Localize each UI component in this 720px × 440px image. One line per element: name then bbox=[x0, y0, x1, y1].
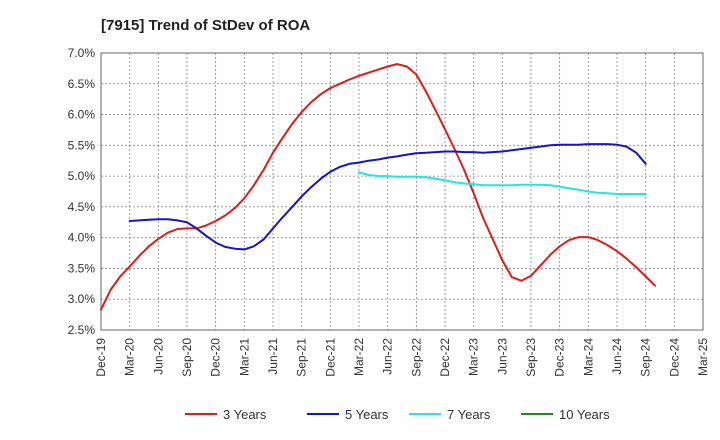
x-tick-label: Sep-20 bbox=[180, 338, 194, 377]
y-tick-label: 4.5% bbox=[68, 200, 96, 214]
x-tick-label: Dec-21 bbox=[323, 338, 337, 377]
chart-title: [7915] Trend of StDev of ROA bbox=[101, 17, 310, 34]
legend-label: 10 Years bbox=[559, 407, 610, 422]
y-tick-label: 5.5% bbox=[68, 138, 96, 152]
x-tick-label: Jun-24 bbox=[610, 338, 624, 375]
x-tick-label: Mar-22 bbox=[352, 338, 366, 376]
legend-label: 3 Years bbox=[223, 407, 267, 422]
legend-label: 5 Years bbox=[345, 407, 389, 422]
x-tick-label: Dec-20 bbox=[209, 338, 223, 377]
x-tick-label: Jun-21 bbox=[266, 338, 280, 375]
x-tick-label: Mar-23 bbox=[467, 338, 481, 376]
y-tick-label: 7.0% bbox=[68, 46, 96, 60]
x-tick-label: Jun-22 bbox=[381, 338, 395, 375]
series-line-3 bbox=[358, 171, 647, 195]
grid-lines bbox=[101, 53, 703, 330]
x-tick-label: Jun-20 bbox=[151, 338, 165, 375]
plot-area bbox=[100, 52, 704, 331]
x-tick-label: Dec-23 bbox=[553, 338, 567, 377]
y-tick-label: 6.0% bbox=[68, 108, 96, 122]
x-tick-label: Dec-24 bbox=[667, 338, 681, 377]
series-line-2 bbox=[128, 143, 647, 251]
legend-label: 7 Years bbox=[447, 407, 491, 422]
x-tick-label: Mar-20 bbox=[123, 338, 137, 376]
x-tick-label: Jun-23 bbox=[495, 338, 509, 375]
series-lines bbox=[100, 63, 657, 311]
x-tick-label: Sep-24 bbox=[639, 338, 653, 377]
y-axis: 7.0% 6.5% 6.0% 5.5% 5.0% 4.5% 4.0% 3.5% 3.0% 2.5% bbox=[68, 46, 96, 337]
y-tick-label: 6.5% bbox=[68, 77, 96, 91]
y-tick-label: 3.0% bbox=[68, 292, 96, 306]
x-axis: Dec-19 Mar-20 Jun-20 Sep-20 Dec-20 Mar-21 Jun-… bbox=[94, 338, 710, 377]
y-tick-label: 3.5% bbox=[68, 261, 96, 275]
legend: 3 Years 5 Years 7 Years 10 Years bbox=[185, 407, 610, 422]
x-tick-label: Dec-22 bbox=[438, 338, 452, 377]
x-tick-label: Sep-23 bbox=[524, 338, 538, 377]
x-tick-label: Mar-25 bbox=[696, 338, 710, 376]
x-tick-label: Mar-24 bbox=[581, 338, 595, 376]
y-tick-label: 2.5% bbox=[68, 323, 96, 337]
x-tick-label: Mar-21 bbox=[237, 338, 251, 376]
x-tick-label: Sep-22 bbox=[409, 338, 423, 377]
y-tick-label: 5.0% bbox=[68, 169, 96, 183]
x-tick-label: Sep-21 bbox=[295, 338, 309, 377]
series-line-1 bbox=[100, 63, 657, 311]
y-tick-label: 4.0% bbox=[68, 231, 96, 245]
x-tick-label: Dec-19 bbox=[94, 338, 108, 377]
